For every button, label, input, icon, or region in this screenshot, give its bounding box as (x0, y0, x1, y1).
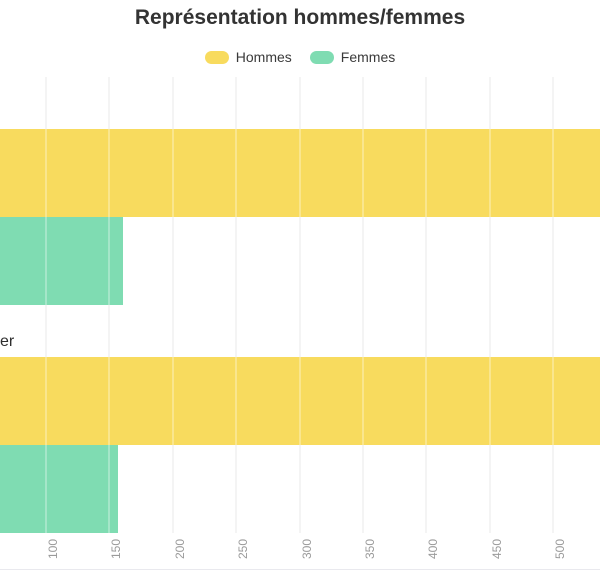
legend-item-hommes[interactable]: Hommes (204, 49, 292, 65)
x-tick-label-300: 300 (300, 538, 314, 560)
plot-area: er (0, 77, 600, 533)
gridline-400 (425, 77, 427, 533)
x-tick-label-100: 100 (46, 538, 60, 560)
category-label-fragment-2: er (0, 333, 15, 350)
gridline-150 (108, 77, 110, 533)
chart-legend: Hommes Femmes (0, 47, 600, 67)
legend-label: Femmes (340, 49, 396, 65)
legend-item-femmes[interactable]: Femmes (309, 49, 396, 65)
gridline-100 (45, 77, 47, 533)
gridline-350 (362, 77, 364, 533)
gridline-400 (425, 77, 427, 533)
gridline-450 (489, 77, 491, 533)
bar-hommes-category-1 (0, 129, 600, 217)
x-tick-label-450: 450 (490, 538, 504, 560)
gridline-350 (362, 77, 364, 533)
gridline-200 (172, 77, 174, 533)
gridline-500 (552, 77, 554, 533)
x-tick-label-400: 400 (426, 538, 440, 560)
gridline-450 (489, 77, 491, 533)
gridline-300 (299, 77, 301, 533)
x-tick-label-500: 500 (553, 538, 567, 560)
x-tick-label-250: 250 (236, 538, 250, 560)
bottom-border-line (0, 569, 600, 570)
gridline-250 (235, 77, 237, 533)
gridline-300 (299, 77, 301, 533)
bar-hommes-category-2 (0, 357, 600, 445)
chart-title: Représentation hommes/femmes (134, 6, 466, 29)
x-axis: 100 150 200 250 300 350 400 450 500 (0, 533, 600, 567)
gridline-100 (45, 77, 47, 533)
legend-swatch-hommes (204, 50, 229, 64)
gridline-200 (172, 77, 174, 533)
legend-label: Hommes (235, 49, 292, 65)
gridline-150 (108, 77, 110, 533)
x-tick-label-150: 150 (109, 538, 123, 560)
bar-femmes-category-1 (0, 217, 123, 305)
legend-swatch-femmes (309, 50, 334, 64)
x-tick-label-350: 350 (363, 538, 377, 560)
x-tick-label-200: 200 (173, 538, 187, 560)
gridline-500 (552, 77, 554, 533)
gridline-250 (235, 77, 237, 533)
bar-femmes-category-2 (0, 445, 118, 533)
